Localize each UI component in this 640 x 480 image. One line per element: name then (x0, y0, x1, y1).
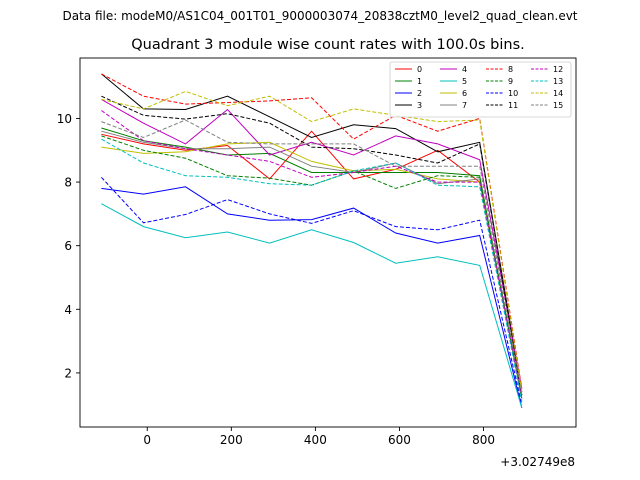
series-line-2 (101, 186, 523, 409)
series-line-8 (101, 73, 523, 389)
legend-label-7: 7 (462, 101, 467, 110)
legend-label-1: 1 (417, 77, 422, 86)
chart-title: Quadrant 3 module wise count rates with … (131, 37, 525, 53)
legend-label-6: 6 (462, 89, 467, 98)
legend-label-13: 13 (553, 77, 563, 86)
y-tick-label: 4 (64, 303, 72, 317)
x-tick-label: 0 (143, 433, 151, 447)
series-line-0 (101, 130, 523, 396)
legend-label-4: 4 (462, 65, 467, 74)
x-axis-offset-label: +3.02749e8 (500, 455, 575, 469)
legend-label-8: 8 (508, 65, 513, 74)
legend-label-2: 2 (417, 89, 422, 98)
legend-label-15: 15 (553, 101, 563, 110)
legend-label-3: 3 (417, 101, 422, 110)
y-tick-label: 6 (64, 239, 72, 253)
series-line-4 (101, 98, 523, 389)
legend-label-12: 12 (553, 65, 563, 74)
figure-suptitle: Data file: modeM0/AS1C04_001T01_90000030… (62, 9, 577, 23)
legend-label-5: 5 (462, 77, 467, 86)
series-line-1 (101, 127, 523, 399)
y-tick-label: 2 (64, 366, 72, 380)
y-axis-ticks: 2 4 6 8 10 (57, 112, 80, 380)
legend-label-14: 14 (553, 89, 563, 98)
series-layer (101, 73, 523, 409)
y-tick-label: 10 (57, 112, 72, 126)
series-line-3 (101, 73, 523, 393)
x-tick-label: 400 (304, 433, 327, 447)
series-line-5 (101, 203, 523, 409)
series-line-6 (101, 141, 523, 393)
series-line-15 (101, 119, 523, 396)
x-axis-ticks: 0 200 400 600 800 (143, 427, 495, 447)
x-tick-label: 200 (220, 433, 243, 447)
x-tick-label: 600 (388, 433, 411, 447)
series-line-12 (101, 110, 523, 399)
x-tick-label: 800 (472, 433, 495, 447)
legend-label-10: 10 (508, 89, 518, 98)
legend-label-11: 11 (508, 101, 518, 110)
series-line-11 (101, 95, 523, 396)
legend-label-9: 9 (508, 77, 513, 86)
legend-label-0: 0 (417, 65, 422, 74)
series-line-13 (101, 138, 523, 402)
y-tick-label: 8 (64, 176, 72, 190)
legend-frame (389, 61, 572, 118)
series-line-10 (101, 176, 523, 405)
series-line-14 (101, 90, 523, 393)
axes-frame (79, 57, 577, 428)
